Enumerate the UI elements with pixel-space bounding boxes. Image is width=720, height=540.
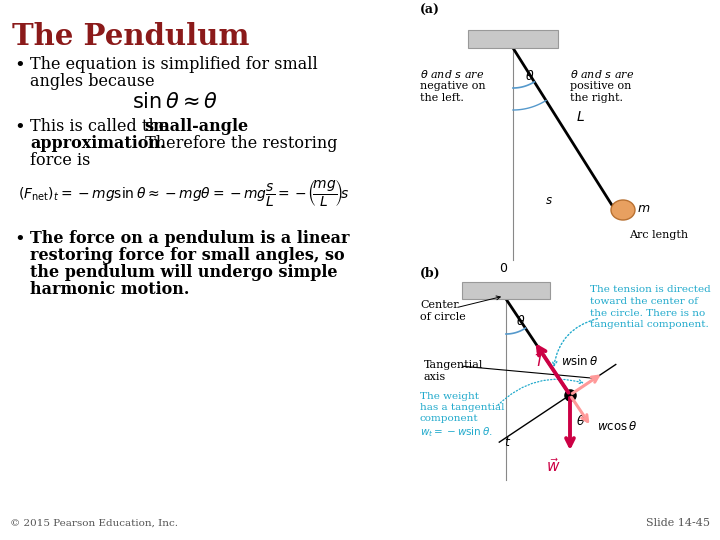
Text: $(F_\mathrm{net})_t = -mg\sin\theta \approx -mg\theta = -mg\dfrac{s}{L} = -\!\le: $(F_\mathrm{net})_t = -mg\sin\theta \app… — [18, 178, 349, 208]
Text: approximation.: approximation. — [30, 135, 166, 152]
Text: (b): (b) — [420, 267, 441, 280]
Text: The weight: The weight — [420, 392, 479, 401]
Ellipse shape — [611, 200, 635, 220]
Text: $w_t = -w\sin\theta.$: $w_t = -w\sin\theta.$ — [420, 425, 492, 439]
Text: (a): (a) — [420, 4, 440, 17]
Text: positive on: positive on — [570, 81, 631, 91]
Text: Therefore the restoring: Therefore the restoring — [140, 135, 338, 152]
Text: the pendulum will undergo simple: the pendulum will undergo simple — [30, 264, 338, 281]
Text: $\theta$: $\theta$ — [576, 414, 585, 428]
Text: •: • — [14, 230, 24, 248]
Text: •: • — [14, 56, 24, 74]
Text: $\vec{w}$: $\vec{w}$ — [546, 457, 560, 475]
Text: $\vec{T}$: $\vec{T}$ — [534, 349, 546, 370]
Text: restoring force for small angles, so: restoring force for small angles, so — [30, 247, 345, 264]
Text: Arc length: Arc length — [629, 230, 688, 240]
FancyBboxPatch shape — [468, 30, 558, 48]
Text: $\theta$: $\theta$ — [516, 314, 526, 328]
Text: Slide 14-45: Slide 14-45 — [646, 518, 710, 528]
Text: component: component — [420, 414, 479, 423]
Text: $\sin\theta \approx \theta$: $\sin\theta \approx \theta$ — [132, 92, 218, 112]
Text: negative on: negative on — [420, 81, 485, 91]
Text: $\theta$: $\theta$ — [525, 69, 534, 83]
Text: •: • — [14, 118, 24, 136]
Text: © 2015 Pearson Education, Inc.: © 2015 Pearson Education, Inc. — [10, 519, 178, 528]
Text: $s$: $s$ — [545, 193, 553, 206]
Text: angles because: angles because — [30, 73, 155, 90]
Text: harmonic motion.: harmonic motion. — [30, 281, 189, 298]
Text: This is called the: This is called the — [30, 118, 174, 135]
Text: The force on a pendulum is a linear: The force on a pendulum is a linear — [30, 230, 349, 247]
Text: $w\cos\theta$: $w\cos\theta$ — [597, 420, 637, 433]
Text: force is: force is — [30, 152, 91, 169]
Text: $\theta$ and $s$ are: $\theta$ and $s$ are — [570, 68, 634, 80]
Text: $t$: $t$ — [504, 436, 511, 449]
Text: of circle: of circle — [420, 312, 466, 322]
Text: has a tangential: has a tangential — [420, 403, 505, 412]
Text: $L$: $L$ — [576, 110, 585, 124]
Text: The Pendulum: The Pendulum — [12, 22, 249, 51]
Text: The equation is simplified for small: The equation is simplified for small — [30, 56, 318, 73]
Text: axis: axis — [424, 372, 446, 382]
Text: $w\sin\theta$: $w\sin\theta$ — [561, 354, 598, 368]
Text: The tension is directed
toward the center of
the circle. There is no
tangential : The tension is directed toward the cente… — [590, 285, 711, 329]
Text: $0$: $0$ — [499, 262, 508, 275]
Text: Center: Center — [420, 300, 459, 310]
Text: small-angle: small-angle — [144, 118, 248, 135]
Text: the right.: the right. — [570, 93, 623, 103]
FancyBboxPatch shape — [462, 282, 550, 299]
Text: Tangential: Tangential — [424, 360, 483, 370]
Text: the left.: the left. — [420, 93, 464, 103]
Text: $m$: $m$ — [637, 201, 650, 214]
Text: $\theta$ and $s$ are: $\theta$ and $s$ are — [420, 68, 484, 80]
